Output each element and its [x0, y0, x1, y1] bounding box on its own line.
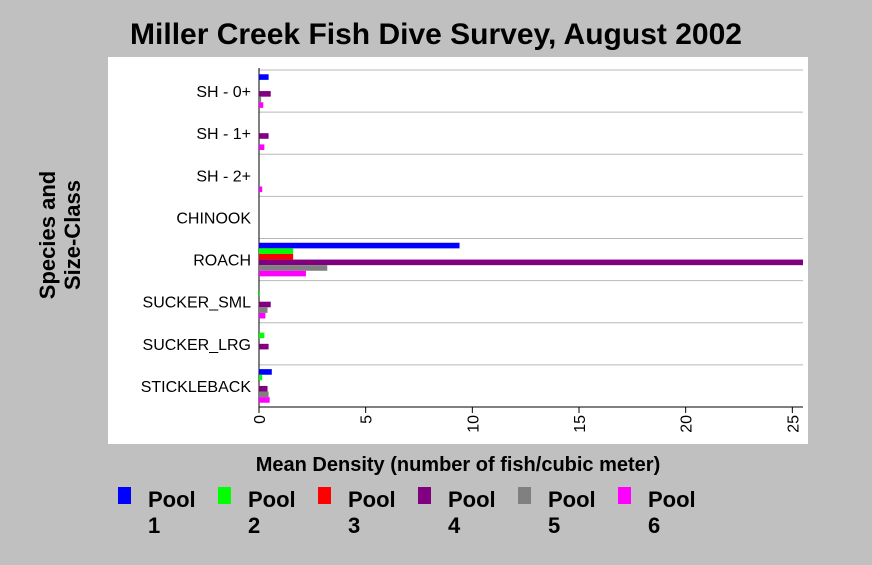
legend-item-pool-6: Pool 6 — [618, 487, 718, 547]
legend-item-pool-2: Pool 2 — [218, 487, 318, 547]
legend-swatch-pool-5 — [518, 487, 531, 504]
bar — [259, 144, 265, 150]
bar — [259, 332, 265, 339]
legend-item-pool-5: Pool 5 — [518, 487, 618, 547]
bar — [259, 312, 266, 319]
bar-chart: SH - 0+ SH - 1+ SH - 2+ CHINOOK ROACH SUCKER_… — [141, 68, 803, 433]
y-axis-label-line-1: Species and — [35, 170, 60, 300]
bar — [259, 133, 269, 139]
legend-label-pool-4: Pool 4 — [448, 487, 508, 539]
category-label: SH - 1+ — [196, 126, 251, 143]
x-tick-label: 20 — [679, 415, 696, 433]
legend-item-pool-3: Pool 3 — [318, 487, 418, 547]
legend-label-number: 5 — [548, 513, 561, 538]
bar — [259, 374, 263, 381]
bar — [259, 242, 460, 249]
bar — [259, 301, 271, 308]
bar — [259, 369, 272, 375]
legend-label-number: 3 — [348, 513, 361, 538]
bar — [259, 397, 270, 403]
bar — [259, 91, 271, 97]
bar — [259, 307, 268, 313]
legend-label-pool-2: Pool 2 — [248, 487, 308, 539]
legend-swatch-pool-1 — [118, 487, 131, 504]
category-label: SH - 0+ — [196, 84, 251, 101]
category-label: SUCKER_LRG — [143, 337, 251, 354]
legend-swatch-pool-2 — [218, 487, 231, 504]
legend-swatch-pool-3 — [318, 487, 331, 504]
x-tick-label: 25 — [785, 415, 802, 433]
bar — [259, 290, 261, 297]
bar — [259, 343, 269, 350]
bar — [259, 270, 306, 277]
x-tick-label: 0 — [252, 415, 269, 424]
category-label: ROACH — [193, 253, 251, 270]
x-tick-label: 10 — [465, 415, 482, 433]
legend-label-number: 2 — [248, 513, 261, 538]
category-label: SUCKER_SML — [143, 295, 252, 312]
bar — [259, 248, 294, 254]
chart-title: Miller Creek Fish Dive Survey, August 20… — [130, 18, 742, 51]
legend-label-number: 4 — [448, 513, 461, 538]
bar — [259, 74, 269, 80]
legend-label-pool-1: Pool 1 — [148, 487, 208, 539]
y-axis-label-line-2: Size-Class — [60, 179, 85, 291]
legend-item-pool-4: Pool 4 — [418, 487, 518, 547]
bar — [259, 385, 268, 392]
category-label: SH - 2+ — [196, 168, 251, 185]
legend-item-pool-1: Pool 1 — [118, 487, 218, 547]
x-tick-label: 5 — [359, 415, 376, 424]
legend-label-number: 1 — [148, 513, 161, 538]
legend-label-pool-5: Pool 5 — [548, 487, 608, 539]
legend-label-word: Pool — [348, 487, 396, 512]
bar — [259, 186, 263, 193]
bar — [259, 96, 262, 103]
bar — [259, 265, 328, 271]
legend-label-word: Pool — [648, 487, 696, 512]
legend-swatch-pool-6 — [618, 487, 631, 504]
legend-label-word: Pool — [448, 487, 496, 512]
legend-label-number: 6 — [648, 513, 661, 538]
plot-panel: SH - 0+ SH - 1+ SH - 2+ CHINOOK ROACH SUCKER_… — [108, 57, 808, 444]
x-axis-label: Mean Density (number of fish/cubic meter… — [255, 454, 661, 476]
x-tick-label: 15 — [572, 415, 589, 433]
legend-label-pool-6: Pool 6 — [648, 487, 708, 539]
category-label: STICKLEBACK — [141, 379, 252, 396]
bar — [259, 102, 264, 108]
legend-swatch-pool-4 — [418, 487, 431, 504]
category-label: CHINOOK — [176, 210, 251, 227]
legend-label-word: Pool — [148, 487, 196, 512]
legend-label-pool-3: Pool 3 — [348, 487, 408, 539]
bar — [259, 259, 803, 266]
legend-label-word: Pool — [248, 487, 296, 512]
bar — [259, 253, 294, 260]
legend-label-word: Pool — [548, 487, 596, 512]
bar — [259, 391, 269, 398]
